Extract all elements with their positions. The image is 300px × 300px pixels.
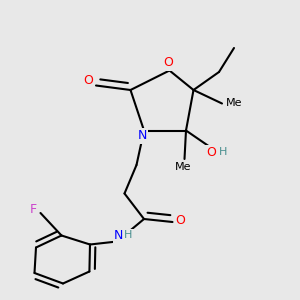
Text: Me: Me — [175, 161, 191, 172]
Text: O: O — [84, 74, 93, 88]
Text: Me: Me — [226, 98, 243, 109]
Text: F: F — [29, 203, 37, 216]
Text: H: H — [219, 147, 228, 158]
Text: O: O — [175, 214, 185, 227]
Text: N: N — [138, 129, 147, 142]
Text: O: O — [207, 146, 216, 159]
Text: N: N — [114, 229, 123, 242]
Text: H: H — [124, 230, 133, 241]
Text: O: O — [163, 56, 173, 70]
